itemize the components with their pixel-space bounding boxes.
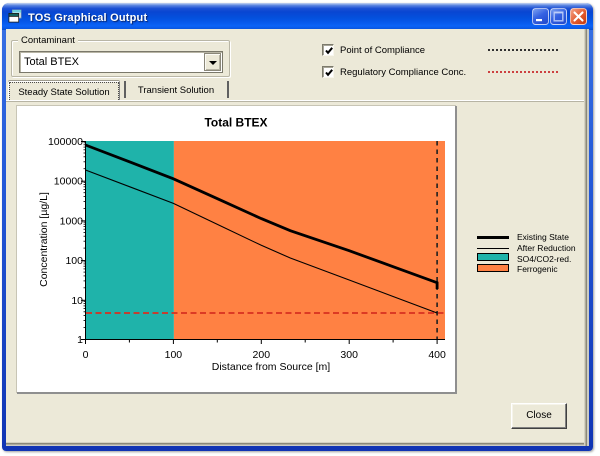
svg-text:1: 1 (77, 334, 83, 346)
svg-text:10: 10 (71, 295, 83, 307)
svg-text:10000: 10000 (54, 176, 83, 188)
svg-text:Concentration [µg/L]: Concentration [µg/L] (38, 192, 50, 287)
svg-text:0: 0 (83, 349, 89, 361)
svg-text:1000: 1000 (60, 215, 84, 227)
svg-text:300: 300 (340, 349, 358, 361)
svg-text:Total BTEX: Total BTEX (204, 116, 267, 130)
svg-text:400: 400 (428, 349, 446, 361)
svg-text:100: 100 (65, 255, 83, 267)
svg-text:100: 100 (165, 349, 183, 361)
svg-text:200: 200 (253, 349, 271, 361)
svg-text:Distance from Source [m]: Distance from Source [m] (212, 361, 331, 373)
svg-text:100000: 100000 (48, 136, 83, 148)
